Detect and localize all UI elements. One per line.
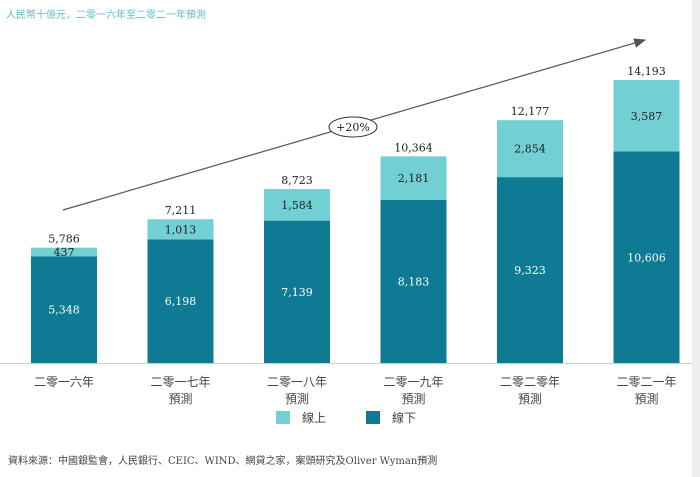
data-label-offline: 7,139	[281, 286, 313, 299]
legend-swatch	[276, 411, 290, 424]
bar-online	[380, 156, 447, 200]
x-tick-label: 二零二一年	[616, 375, 676, 389]
bar-offline	[147, 239, 214, 363]
data-label-online: 1,013	[165, 223, 197, 236]
data-label-online: 2,854	[514, 143, 546, 156]
edge-strip	[692, 0, 700, 477]
total-label: 14,193	[627, 65, 666, 78]
bar-online	[264, 189, 330, 221]
bar-online	[147, 219, 214, 240]
data-label-online: 3,587	[631, 110, 663, 123]
data-label-online: 2,181	[398, 172, 430, 185]
bar-online	[613, 80, 680, 152]
x-tick-label: 預測	[518, 392, 542, 406]
x-tick-label: 預測	[168, 392, 192, 406]
x-tick-label: 二零一六年	[34, 375, 94, 389]
chart-title: 人民幣十億元，二零一六年至二零二一年預測	[6, 10, 206, 21]
x-tick-label: 預測	[285, 392, 309, 406]
data-label-offline: 9,323	[514, 264, 546, 277]
x-tick-label: 二零一九年	[383, 375, 443, 389]
legend-swatch	[366, 411, 380, 424]
data-label-offline: 6,198	[165, 295, 197, 308]
bar-offline	[613, 151, 680, 363]
x-tick-label: 預測	[401, 392, 425, 406]
bar-online	[31, 247, 97, 257]
data-label-offline: 8,183	[398, 275, 430, 288]
total-label: 7,211	[165, 204, 197, 217]
x-tick-label: 二零二零年	[500, 375, 560, 389]
data-label-offline: 5,348	[48, 304, 80, 317]
data-label-online: 1,584	[281, 199, 313, 212]
bar-offline	[31, 256, 97, 363]
bar-offline	[497, 177, 563, 363]
x-tick-label: 二零一八年	[267, 375, 327, 389]
total-label: 5,786	[48, 233, 80, 246]
x-tick-label: 二零一七年	[150, 375, 210, 389]
data-label-online: 437	[54, 246, 75, 259]
bar-online	[497, 120, 563, 178]
legend-label: 線上	[302, 410, 326, 425]
growth-annotation-ellipse	[328, 116, 378, 138]
bar-offline	[380, 199, 447, 363]
bar-offline	[264, 220, 330, 363]
data-label-offline: 10,606	[627, 251, 666, 264]
total-label: 10,364	[394, 141, 433, 154]
x-tick-label: 預測	[634, 392, 658, 406]
total-label: 12,177	[511, 105, 550, 118]
total-label: 8,723	[281, 174, 313, 187]
source-note: 資料來源：中國銀監會，人民銀行、CEIC、WIND、網貸之家，案頭研究及Oliv…	[8, 456, 438, 467]
growth-annotation: +20%	[336, 121, 370, 134]
legend-label: 線下	[392, 410, 416, 425]
